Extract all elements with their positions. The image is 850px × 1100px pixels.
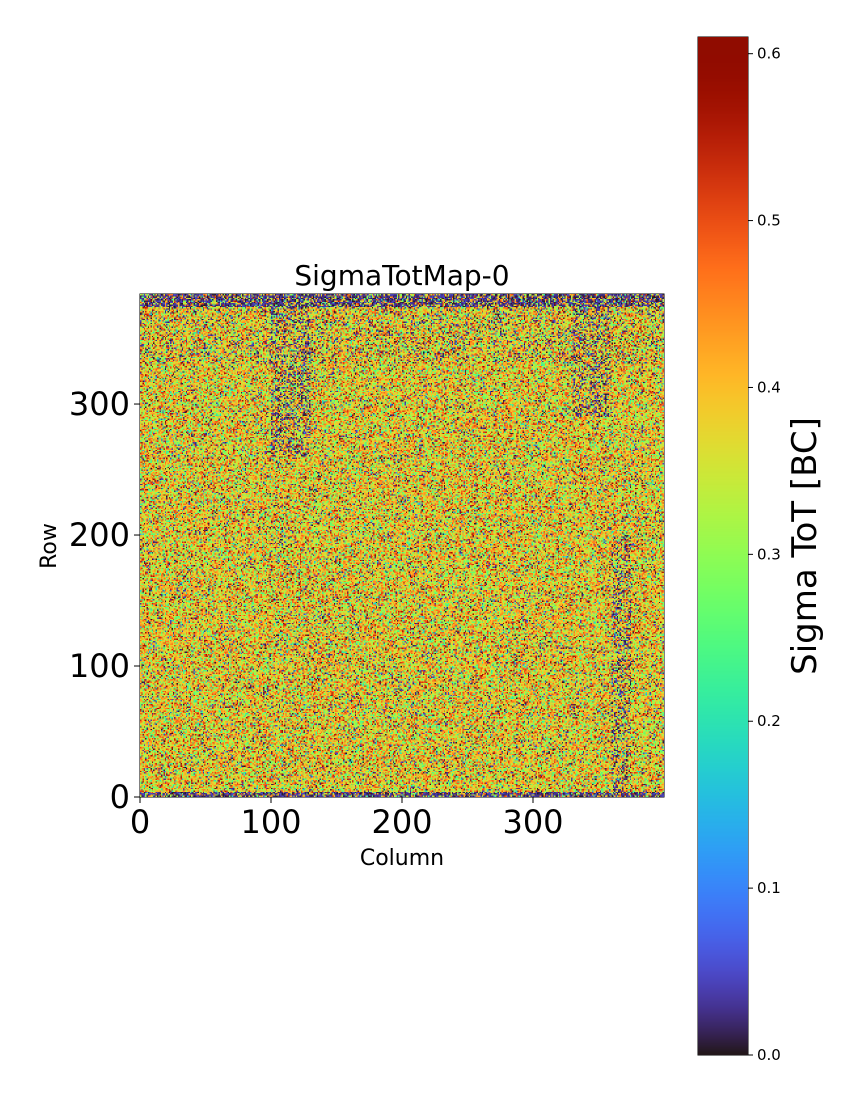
colorbar-tick-label: 0.5 bbox=[757, 212, 781, 230]
x-tick-label: 100 bbox=[240, 803, 301, 841]
y-tick-label: 100 bbox=[69, 647, 130, 685]
y-tick-label: 300 bbox=[69, 385, 130, 423]
x-tick-label: 300 bbox=[502, 803, 563, 841]
colorbar-label: Sigma ToT [BC] bbox=[785, 417, 825, 675]
colorbar-tick-label: 0.4 bbox=[757, 378, 781, 396]
y-tick-label: 200 bbox=[69, 516, 130, 554]
x-tick-label: 0 bbox=[130, 803, 150, 841]
colorbar-tick-label: 0.3 bbox=[757, 545, 781, 563]
colorbar-tick-label: 0.1 bbox=[757, 879, 781, 897]
colorbar-tick-label: 0.6 bbox=[757, 45, 781, 63]
x-axis-label: Column bbox=[360, 846, 444, 871]
chart-title: SigmaTotMap-0 bbox=[294, 259, 509, 292]
colorbar-ticks: 0.0 0.1 0.2 0.3 0.4 0.5 0.6 bbox=[748, 45, 781, 1064]
colorbar-tick-label: 0.2 bbox=[757, 712, 781, 730]
y-axis-ticks: 0 100 200 300 bbox=[69, 385, 140, 816]
x-axis-ticks: 0 100 200 300 bbox=[130, 797, 564, 841]
colorbar-tick-label: 0.0 bbox=[757, 1046, 781, 1064]
y-tick-label: 0 bbox=[110, 778, 130, 816]
heatmap-image bbox=[140, 294, 664, 797]
colorbar-gradient bbox=[698, 37, 748, 1055]
x-tick-label: 200 bbox=[371, 803, 432, 841]
y-axis-label: Row bbox=[37, 523, 62, 569]
